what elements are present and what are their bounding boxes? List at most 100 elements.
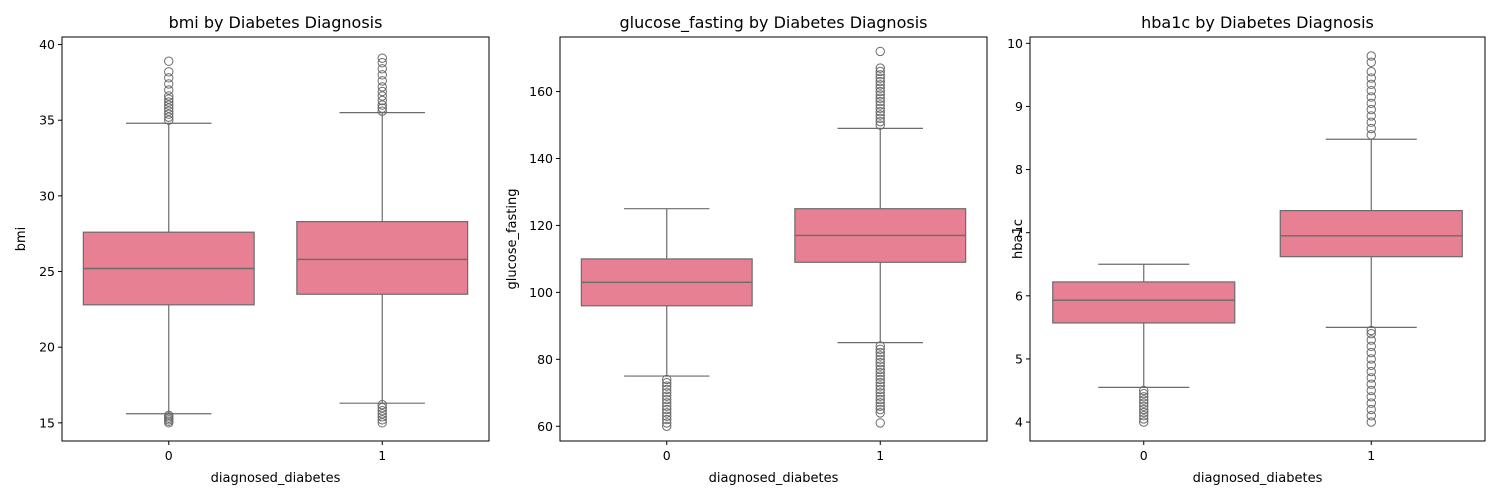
outlier-point [1366,123,1376,134]
outlier-point [1366,392,1376,402]
outlier-point [164,100,174,110]
outlier-point [377,103,387,113]
outlier-point [662,408,672,418]
x-axis-label: diagnosed_diabetes [1193,471,1323,486]
outlier-point [1366,98,1376,108]
outlier-point [1139,417,1149,427]
outlier-point [875,113,885,124]
chart-panel-2: glucose_fasting by Diabetes Diagnosis 60 8… [505,13,988,486]
chart-title: bmi by Diabetes Diagnosis [169,13,383,32]
outlier-point [164,103,174,113]
y-tick-label: 100 [529,285,553,300]
y-axis-label: bmi [14,227,29,252]
outlier-point [1139,407,1149,418]
outlier-point [875,66,885,77]
x-axis-label: diagnosed_diabetes [211,471,341,486]
outlier-point [875,388,885,398]
outlier-point [1139,388,1149,399]
outlier-point [377,415,387,425]
box-group-1 [794,46,967,428]
outlier-point [875,361,885,371]
outlier-point [164,109,174,119]
outlier-point [875,63,885,73]
outlier-point [1366,328,1376,339]
box-iqr [1279,209,1463,258]
x-tick-label: 0 [165,448,173,463]
outlier-point [875,103,885,113]
outlier-point [662,384,672,395]
box-group-0 [580,208,753,431]
outlier-point [1366,341,1376,352]
outlier-point [875,351,885,361]
outlier-point [1139,385,1149,396]
x-axis-label: diagnosed_diabetes [709,471,839,486]
outlier-point [875,86,885,97]
outlier-point [662,418,672,428]
outlier-point [875,391,885,401]
outlier-point [662,391,672,401]
y-axis-label: glucose_fasting [505,189,520,290]
outlier-point [875,344,885,354]
outlier-point [1366,379,1376,389]
outlier-point [875,83,885,93]
outlier-point [875,70,885,80]
y-tick-label: 7 [1015,225,1023,240]
outlier-point [1366,335,1376,345]
outlier-point [875,110,885,120]
outlier-point [164,106,174,116]
outlier-point [377,403,387,413]
x-tick-label: 1 [1367,448,1375,463]
y-tick-label: 140 [529,151,553,166]
y-tick-label: 10 [1007,36,1023,51]
outlier-point [875,357,885,368]
box-group-1 [296,53,469,428]
outlier-point [875,76,885,87]
axes-frame [61,36,490,442]
outlier-point [377,106,387,116]
outlier-point [377,64,387,74]
outlier-point [377,58,387,68]
outlier-point [875,401,885,411]
y-tick-label: 8 [1015,162,1023,177]
outlier-point [1366,373,1376,383]
outlier-point [875,371,885,381]
outlier-point [164,67,174,77]
y-tick-label: 60 [537,419,553,434]
outlier-point [875,347,885,358]
outlier-point [1366,354,1376,364]
outlier-point [875,116,885,127]
outlier-point [1366,92,1376,102]
outlier-point [164,79,174,89]
outlier-point [1366,67,1376,77]
outlier-point [1366,73,1376,83]
outlier-point [662,401,672,411]
y-tick-label: 25 [39,264,55,279]
outlier-point [1139,414,1149,424]
x-tick-label: 0 [663,448,671,463]
outlier-point [875,404,885,415]
x-tick-label: 0 [1140,448,1148,463]
outlier-point [377,409,387,419]
outlier-point [164,410,174,420]
outlier-point [377,406,387,416]
outlier-point [1366,79,1376,90]
outlier-point [1366,417,1376,427]
outlier-point [875,381,885,391]
outlier-point [1366,130,1376,140]
outlier-point [662,394,672,405]
outlier-point [377,76,387,86]
box-group-1 [1279,51,1463,427]
y-axis-label: hba1c [1011,219,1026,259]
outlier-point [1366,104,1376,115]
outlier-point [875,368,885,378]
y-tick-label: 5 [1015,351,1023,366]
outlier-point [377,53,387,63]
outlier-point [875,374,885,385]
axes-frame [1029,36,1486,442]
outlier-point [1366,111,1376,121]
outlier-point [1366,347,1376,358]
outlier-point [662,411,672,421]
outlier-point [1139,395,1149,405]
y-tick-label: 6 [1015,288,1023,303]
